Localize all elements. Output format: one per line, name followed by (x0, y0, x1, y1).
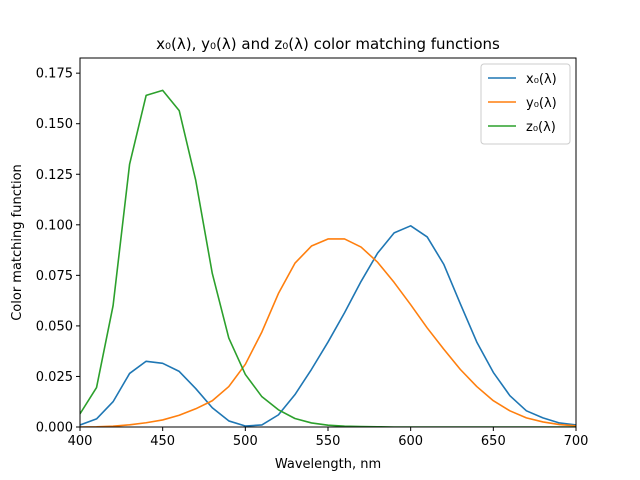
y-tick-label: 0.125 (36, 168, 73, 183)
legend-box (480, 63, 571, 145)
y-axis-label: Color matching function (10, 164, 25, 321)
x-tick-label: 550 (316, 434, 341, 449)
x-tick-label: 500 (233, 434, 258, 449)
series-line-0 (80, 225, 576, 427)
y-tick-label: 0.000 (36, 421, 73, 436)
series-line-2 (80, 89, 576, 427)
y-tick-label: 0.075 (36, 269, 73, 284)
y-axis: 0.000 0.025 0.050 0.075 0.100 0.125 0.150 0.175 (36, 67, 80, 436)
chart-title: x₀(λ), y₀(λ) and z₀(λ) color matching fu… (156, 35, 500, 53)
y-tick-label: 0.050 (36, 319, 73, 334)
plot-lines (80, 89, 576, 427)
x-tick-label: 650 (481, 434, 506, 449)
legend-label-1: y₀(λ) (526, 96, 557, 111)
x-axis: 400 450 500 550 600 650 700 (68, 427, 589, 449)
y-tick-label: 0.025 (36, 370, 73, 385)
x-axis-label: Wavelength, nm (275, 457, 381, 472)
x-tick-label: 600 (398, 434, 423, 449)
x-tick-label: 450 (150, 434, 175, 449)
legend-label-0: x₀(λ) (526, 72, 557, 87)
y-tick-label: 0.150 (36, 117, 73, 132)
y-tick-label: 0.175 (36, 67, 73, 82)
x-tick-label: 400 (68, 434, 93, 449)
legend-label-2: z₀(λ) (526, 120, 556, 135)
series-line-1 (80, 238, 576, 427)
y-tick-label: 0.100 (36, 218, 73, 233)
x-tick-label: 700 (564, 434, 589, 449)
legend: x₀(λ) y₀(λ) z₀(λ) (480, 63, 571, 145)
